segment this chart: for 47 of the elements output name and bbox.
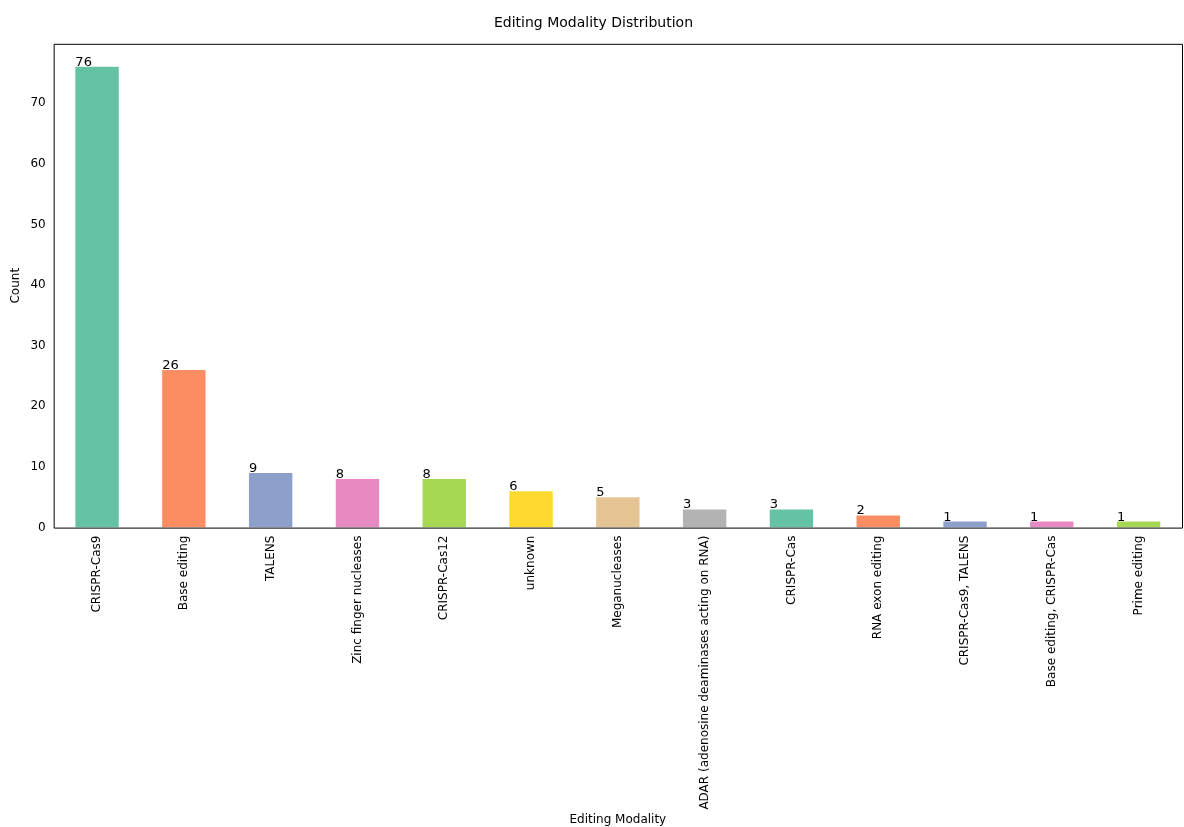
data-label: 9 xyxy=(248,460,258,476)
bar xyxy=(248,473,293,528)
data-label: 1 xyxy=(943,508,952,524)
x-tick-label: ADAR (adenosine deaminases acting on RNA) xyxy=(696,535,711,810)
data-label: 1 xyxy=(1030,508,1039,524)
y-tick-label: 40 xyxy=(30,277,46,292)
y-tick-label: 0 xyxy=(38,519,46,534)
y-axis-title: Count xyxy=(8,267,23,304)
bar xyxy=(682,509,727,528)
data-label: 1 xyxy=(1116,508,1126,524)
data-label: 26 xyxy=(162,356,179,372)
data-label: 8 xyxy=(422,466,431,482)
bar xyxy=(162,369,206,528)
data-label: 3 xyxy=(769,496,779,512)
x-tick-label: Meganucleases xyxy=(609,535,624,629)
x-tick-label: Base editing, CRISPR-Cas xyxy=(1043,535,1058,688)
y-tick-label: 20 xyxy=(30,398,46,413)
bar xyxy=(75,66,119,528)
x-tick-label: CRISPR-Cas12 xyxy=(436,535,451,621)
bar xyxy=(335,479,380,528)
y-tick-label: 10 xyxy=(30,459,46,474)
data-label: 76 xyxy=(75,53,92,69)
x-axis-title: Editing Modality xyxy=(569,811,667,826)
data-label: 8 xyxy=(335,466,345,482)
data-label: 3 xyxy=(682,496,692,512)
x-tick-label: CRISPR-Cas9 xyxy=(89,535,104,613)
data-label: 2 xyxy=(856,502,865,518)
bar xyxy=(422,479,466,528)
x-tick-label: unknown xyxy=(523,535,538,591)
y-tick-label: 70 xyxy=(30,95,46,110)
bar xyxy=(509,491,553,528)
y-tick-label: 50 xyxy=(30,216,46,231)
x-tick-label: CRISPR-Cas xyxy=(783,535,798,605)
data-label: 6 xyxy=(509,478,518,494)
y-tick-label: 30 xyxy=(30,337,46,352)
chart-title: Editing Modality Distribution xyxy=(493,14,694,31)
x-tick-label: RNA exon editing xyxy=(870,535,885,640)
bar xyxy=(596,497,640,528)
y-tick-label: 60 xyxy=(30,155,46,170)
bar xyxy=(769,509,814,528)
x-tick-label: Zinc finger nucleases xyxy=(349,535,364,664)
x-tick-label: CRISPR-Cas9, TALENS xyxy=(957,535,972,666)
x-tick-label: Prime editing xyxy=(1130,535,1145,616)
x-tick-label: Base editing xyxy=(175,535,190,611)
bar xyxy=(856,515,900,528)
data-label: 5 xyxy=(596,484,605,500)
x-tick-label: TALENS xyxy=(262,535,277,583)
